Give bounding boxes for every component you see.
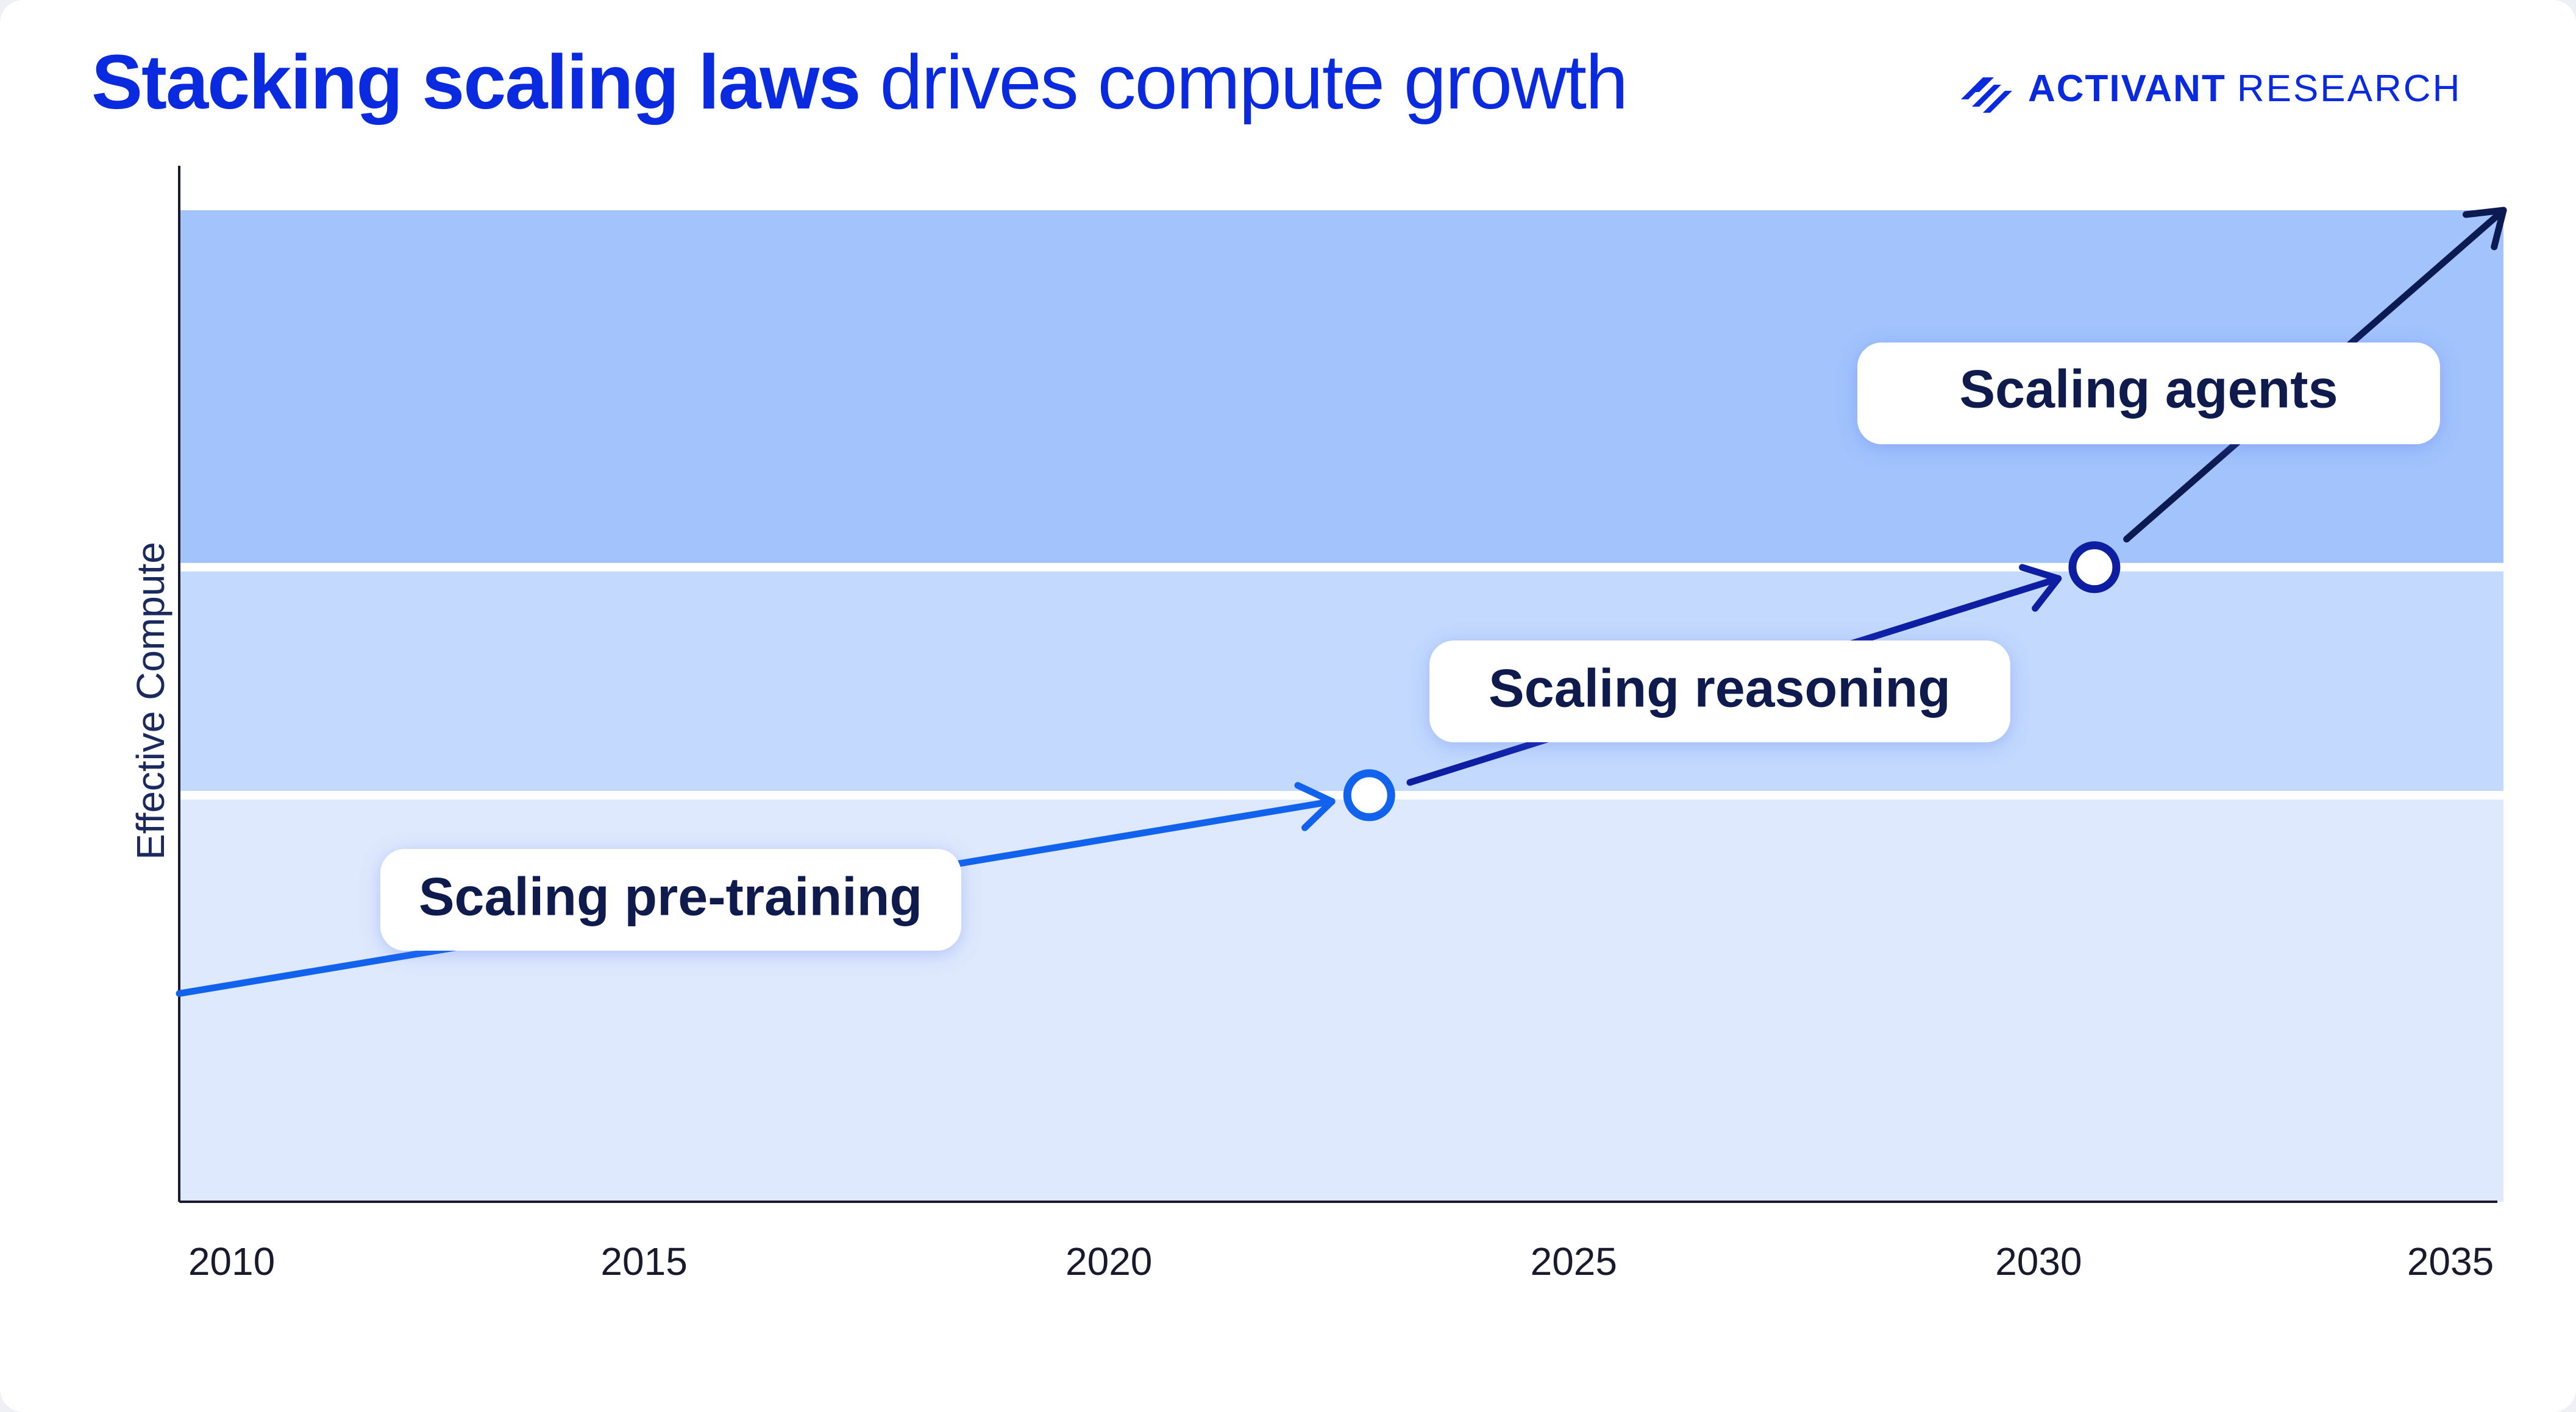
series-labels: Scaling pre-training Scaling reasoning S… <box>380 342 2440 951</box>
label-agents-text: Scaling agents <box>1959 358 2338 419</box>
label-pretraining-text: Scaling pre-training <box>419 866 922 926</box>
brand-name-bold: ACTIVANT <box>2028 67 2226 110</box>
label-pretraining: Scaling pre-training <box>380 849 961 951</box>
brand-logo: ACTIVANT RESEARCH <box>1960 64 2461 113</box>
label-pill <box>380 849 961 951</box>
y-axis-title: Effective Compute <box>129 542 173 860</box>
arrowhead-agents <box>2462 207 2507 250</box>
band-separator <box>179 562 2503 572</box>
brand-name-regular: RESEARCH <box>2236 67 2462 110</box>
x-tick-label: 2010 <box>188 1240 275 1283</box>
x-tick-label: 2035 <box>2407 1240 2494 1283</box>
band-separator <box>179 790 2503 800</box>
x-tick-label: 2025 <box>1531 1240 1617 1283</box>
x-tick-label: 2030 <box>1995 1240 2082 1283</box>
chart-title-regular: drives compute growth <box>880 39 1629 125</box>
band-reasoning-region <box>179 567 2503 795</box>
label-pill <box>1857 342 2440 444</box>
transition-marker <box>1343 769 1395 821</box>
label-pill <box>1429 640 2010 742</box>
x-tick-label: 2020 <box>1066 1240 1152 1283</box>
chart-title-bold: Stacking scaling laws <box>91 39 861 125</box>
arrowhead-pretraining <box>1294 782 1336 831</box>
transition-marker <box>2068 541 2121 594</box>
activant-stripes-icon <box>1961 77 2012 113</box>
x-axis-ticks: 2010 2015 2020 2025 2030 2035 <box>188 1240 2494 1283</box>
label-reasoning-text: Scaling reasoning <box>1489 658 1951 718</box>
x-tick-label: 2015 <box>600 1240 687 1283</box>
axes: Effective Compute <box>129 166 2497 1203</box>
chart-title: Stacking scaling laws drives compute gro… <box>91 34 1629 131</box>
label-agents: Scaling agents <box>1857 342 2440 444</box>
label-reasoning: Scaling reasoning <box>1429 640 2010 742</box>
arrowhead-reasoning <box>2019 564 2062 612</box>
